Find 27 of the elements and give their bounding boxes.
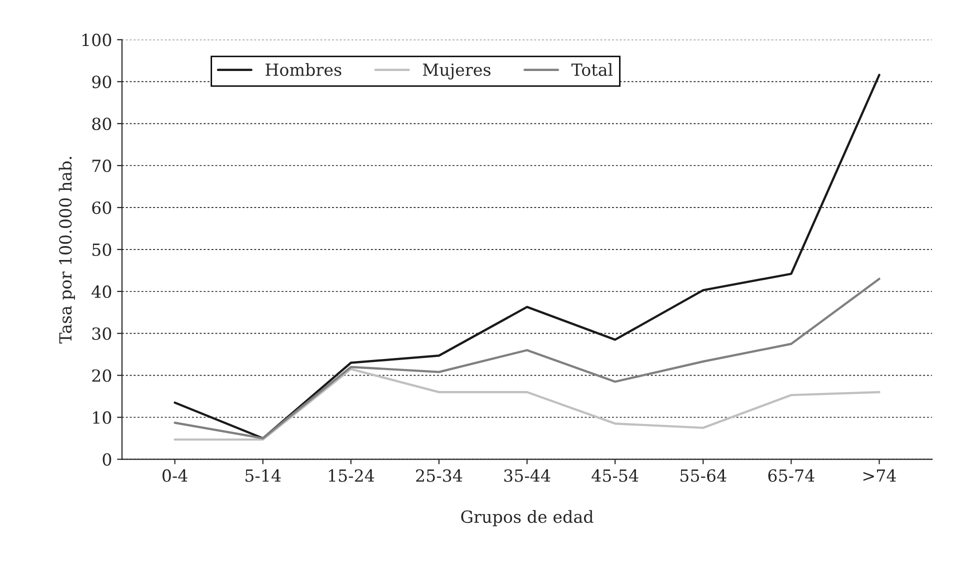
x-tick-label: 65-74 [768,469,814,482]
legend-label: Total [571,63,613,76]
x-tick-label: 35-44 [504,469,550,482]
x-tick-label: 25-34 [416,469,462,482]
y-tick-label: 40 [92,285,112,298]
y-tick-label: 60 [92,201,112,214]
legend-label: Mujeres [422,63,490,80]
x-axis-title: Grupos de edad [461,510,594,526]
y-tick-label: 20 [92,369,112,382]
y-tick-label: 30 [92,327,112,340]
legend-label: Hombres [266,63,342,76]
x-tick-label: 15-24 [328,469,374,482]
line-series [174,278,880,440]
y-tick-label: 0 [102,453,112,466]
x-tick-label: 45-54 [592,469,638,482]
x-tick-label: >74 [863,469,896,482]
y-tick-label: 10 [93,411,112,424]
y-axis-title: Tasa por 100.000 hab. [58,156,75,344]
line-series [174,368,880,441]
y-tick-label: 70 [92,160,112,172]
x-tick-label: 55-64 [680,469,726,482]
x-tick-label: 0-4 [162,469,188,482]
y-tick-label: 90 [92,76,112,88]
x-tick-label: 5-14 [246,469,281,482]
y-tick-label: 100 [82,34,112,46]
y-tick-label: 50 [92,243,112,256]
y-tick-label: 80 [92,118,112,130]
